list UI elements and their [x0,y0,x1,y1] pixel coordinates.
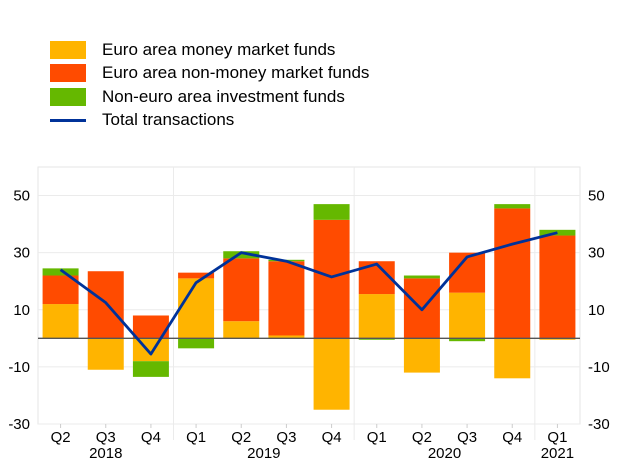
y-tick-label-right: 30 [588,245,605,262]
x-tick-label: Q4 [322,429,342,446]
x-tick-label: Q3 [276,429,296,446]
legend-swatch-non-mmf [50,64,86,83]
year-label: 2020 [428,445,461,462]
y-tick-label-left: -30 [8,416,30,433]
legend-label: Euro area non-money market funds [102,63,370,83]
y-tick-label-right: 10 [588,302,605,319]
y-tick-label-right: -10 [588,359,610,376]
y-tick-label-right: 50 [588,188,605,205]
y-tick-label-right: -30 [588,416,610,433]
legend-swatch-mmf [50,40,86,59]
legend-label: Euro area money market funds [102,39,336,59]
bar-non_mmf [87,271,124,339]
bar-mmf [223,321,260,339]
bar-mmf [178,278,215,339]
bar-mmf [358,294,395,339]
bar-non_mmf [268,261,305,336]
x-tick-label: Q1 [547,429,567,446]
bar-non_mmf [539,235,576,339]
bar-mmf [494,338,531,379]
x-tick-label: Q4 [502,429,522,446]
bar-non_mmf [313,219,350,339]
bar-non_euro [132,361,169,377]
year-label: 2018 [89,445,122,462]
legend-swatch-non-euro [50,87,86,106]
x-tick-label: Q3 [457,429,477,446]
bar-non_euro [313,204,350,220]
bar-non_euro [358,338,395,340]
bar-mmf [87,338,124,370]
line-total [59,231,558,356]
bar-non_euro [223,251,260,259]
bar-non_mmf [223,258,260,322]
bar-mmf [403,338,440,373]
bar-mmf [42,304,79,339]
legend-label: Total transactions [102,110,235,130]
x-tick-label: Q2 [412,429,432,446]
y-tick-label-left: 50 [13,188,30,205]
year-label: 2019 [247,445,280,462]
x-tick-label: Q4 [141,429,161,446]
x-tick-label: Q2 [231,429,251,446]
x-tick-label: Q1 [367,429,387,446]
x-tick-label: Q3 [96,429,116,446]
legend-item-non-euro: Non-euro area investment funds [50,85,369,109]
bar-mmf [313,338,350,410]
bar-mmf [539,338,576,340]
bar-non_euro [178,338,215,349]
bar-non_euro [494,204,531,209]
bar-mmf [449,292,486,339]
y-tick-label-left: 10 [13,302,30,319]
bar-mmf [268,335,305,339]
x-tick-label: Q1 [186,429,206,446]
bar-non_mmf [494,208,531,339]
legend-item-non-mmf: Euro area non-money market funds [50,62,369,86]
legend-swatch-total [50,118,86,122]
legend: Euro area money market funds Euro area n… [50,38,369,132]
y-tick-label-left: 30 [13,245,30,262]
year-label: 2021 [541,445,574,462]
legend-item-mmf: Euro area money market funds [50,38,369,62]
legend-label: Non-euro area investment funds [102,86,345,106]
bar-non_mmf [42,275,79,305]
bar-non_mmf [178,272,215,279]
bar-non_mmf [132,315,169,339]
y-tick-label-left: -10 [8,359,30,376]
legend-item-total: Total transactions [50,109,369,133]
bar-non_euro [403,275,440,279]
bar-non_euro [449,338,486,342]
bar-non_euro [42,268,79,276]
x-tick-label: Q2 [51,429,71,446]
